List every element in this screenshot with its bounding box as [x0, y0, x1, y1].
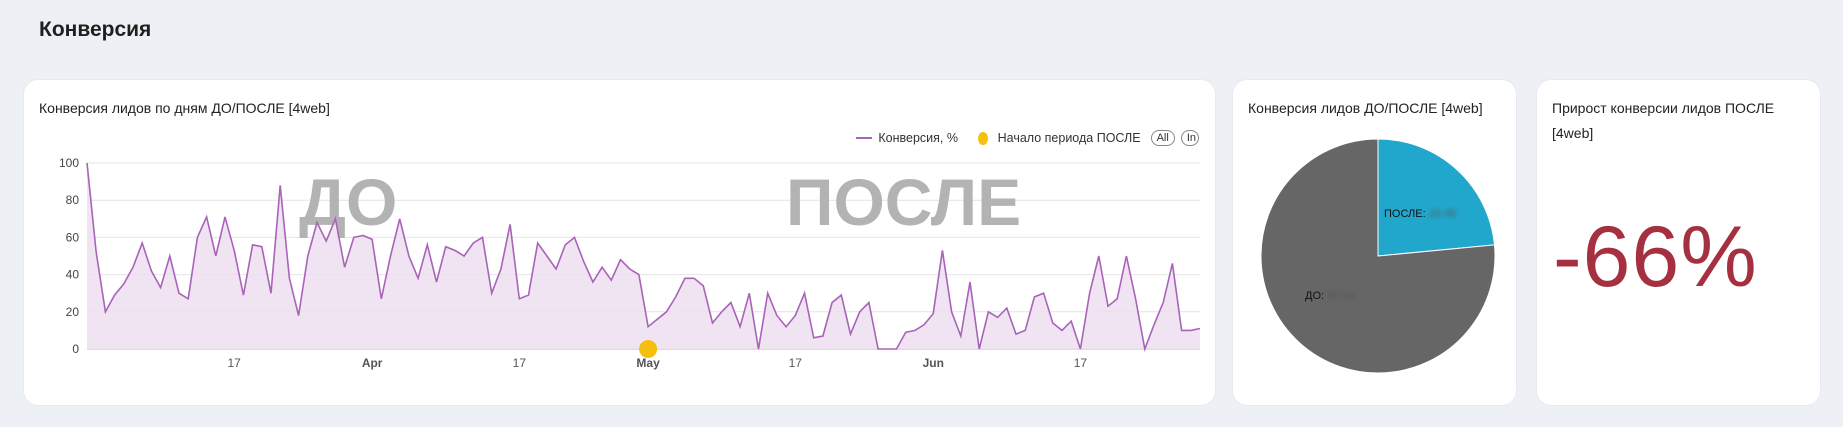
line-chart-title: Конверсия лидов по дням ДО/ПОСЛЕ [4web] — [39, 100, 330, 116]
pie-before-value: 50.33 — [1327, 290, 1355, 302]
series-line — [86, 162, 1201, 352]
series-area — [87, 163, 1200, 349]
kpi-title: Прирост конверсии лидов ПОСЛЕ [4web] — [1552, 100, 1775, 141]
legend-in-button[interactable]: In — [1180, 130, 1199, 146]
legend-series-swatch — [856, 137, 873, 139]
x-tick-label: May — [636, 356, 660, 370]
pie-chart-title: Конверсия лидов ДО/ПОСЛЕ [4web] — [1248, 100, 1483, 116]
y-tick-label: 60 — [66, 230, 80, 244]
page-title: Конверсия — [39, 18, 152, 41]
legend-marker-label[interactable]: Начало периода ПОСЛЕ — [997, 131, 1141, 145]
y-tick-label: 80 — [66, 193, 80, 207]
pie-after-label: ПОСЛЕ: — [1384, 208, 1426, 220]
y-tick-label: 0 — [72, 342, 79, 356]
legend-series-label[interactable]: Конверсия, % — [878, 131, 958, 145]
y-tick-label: 40 — [66, 268, 80, 282]
x-tick-label: 17 — [513, 356, 527, 370]
x-tick-label: 17 — [1074, 356, 1088, 370]
kpi-value: -66% — [1553, 209, 1758, 305]
kpi-card: Прирост конверсии лидов ПОСЛЕ [4web] -66… — [1537, 80, 1820, 405]
pie-chart-card: Конверсия лидов ДО/ПОСЛЕ [4web] ПОСЛЕ: 1… — [1233, 80, 1516, 405]
conversion-line-chart: 0 20 40 60 80 100 17 Apr 17 May 17 Jun 17 ДО ПОСЛЕ — [59, 156, 1201, 370]
x-tick-label: 17 — [227, 356, 241, 370]
y-tick-label: 20 — [66, 305, 80, 319]
conversion-pie-chart — [1260, 138, 1496, 374]
pie-slice-before[interactable] — [1260, 138, 1496, 374]
pie-label-before: ДО: 50.33 — [1305, 290, 1355, 302]
pie-before-label: ДО: — [1305, 290, 1325, 302]
pie-label-after: ПОСЛЕ: 15.45 — [1384, 208, 1456, 220]
y-tick-label: 100 — [59, 156, 79, 170]
legend-marker-swatch — [977, 131, 988, 145]
line-chart-card: Конверсия лидов по дням ДО/ПОСЛЕ [4web] … — [24, 80, 1215, 405]
x-tick-label: 17 — [789, 356, 803, 370]
watermark-before: ДО — [299, 165, 397, 239]
pie-slice-after[interactable] — [1377, 138, 1496, 257]
after-start-marker — [639, 340, 658, 358]
x-tick-label: Jun — [923, 356, 944, 370]
legend-all-button[interactable]: All — [1150, 130, 1175, 146]
pie-after-value: 15.45 — [1428, 208, 1457, 220]
x-tick-label: Apr — [362, 356, 383, 370]
chart-legend: Конверсия, % Начало периода ПОСЛЕ All In — [856, 128, 1199, 148]
watermark-after: ПОСЛЕ — [786, 165, 1021, 239]
